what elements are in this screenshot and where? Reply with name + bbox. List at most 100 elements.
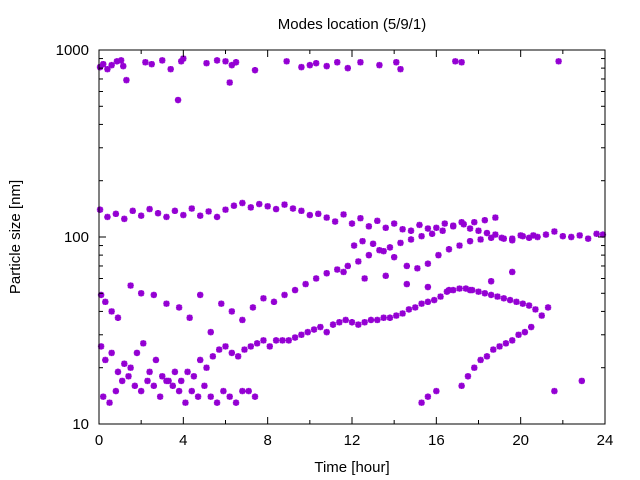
data-point [298,207,305,215]
data-point [399,310,406,317]
data-point [112,387,120,395]
data-point [525,302,533,309]
data-point [317,323,324,331]
data-point [251,393,259,400]
data-point [534,233,541,241]
data-point [481,216,489,224]
data-point [306,211,314,219]
data-point [174,96,182,104]
data-point [159,57,166,64]
data-point [344,262,351,270]
data-point [127,282,134,289]
x-tick-label: 24 [597,432,614,449]
data-point [441,220,448,227]
data-point [355,321,362,328]
data-point [133,349,141,357]
data-point [159,373,166,380]
data-point [291,286,299,294]
data-point [374,316,381,324]
data-point [380,247,387,255]
data-point [393,59,400,66]
data-point [264,203,271,210]
data-point [232,399,240,406]
data-point [350,242,358,249]
data-point [140,340,147,347]
data-point [551,387,558,395]
data-point [386,244,394,251]
data-point [342,316,349,324]
data-point [456,242,463,249]
data-point [329,321,337,328]
data-point [283,58,290,65]
data-point [197,291,204,299]
data-point [239,316,246,324]
data-point [334,266,341,273]
data-point [108,61,115,69]
data-point [528,323,535,331]
data-point [450,286,457,294]
data-point [418,399,425,406]
data-point [96,63,104,71]
data-point [412,304,419,311]
data-point [188,387,195,395]
tick-labels: 0 4 8 12 16 20 24 10 100 1000 [56,42,614,449]
data-point [186,314,193,321]
data-point [270,298,278,306]
y-tick-label: 10 [72,416,89,433]
data-point [359,237,366,245]
data-point [215,346,223,353]
data-point [97,291,105,299]
data-point [376,61,383,69]
data-point [207,393,214,400]
x-tick-label: 4 [179,432,187,449]
data-point [357,215,364,222]
data-points [96,55,607,406]
data-point [593,230,600,238]
data-point [483,353,491,360]
data-point [418,232,425,240]
data-point [490,346,497,353]
data-point [184,368,191,376]
data-point [468,286,476,294]
data-point [340,268,347,276]
data-point [298,331,305,338]
data-point [492,214,499,221]
data-point [496,343,503,350]
data-point [256,200,263,208]
data-point [298,63,305,71]
data-point [154,210,162,217]
data-point [137,387,145,395]
data-point [125,373,132,380]
data-point [462,285,470,292]
data-point [584,235,592,242]
data-point [551,228,558,235]
data-point [150,291,158,299]
data-point [334,59,341,66]
data-point [117,57,125,64]
data-point [357,59,364,66]
data-point [439,227,446,234]
data-point [209,353,217,360]
data-point [494,293,501,300]
data-point [390,253,398,261]
data-point [487,234,495,242]
data-point [336,319,343,326]
data-point [175,304,183,311]
data-point [348,319,356,326]
data-point [369,240,377,247]
data-point [190,373,198,380]
data-point [182,399,189,406]
data-point [222,343,229,350]
data-point [466,225,474,232]
data-point [458,59,465,66]
data-point [365,223,373,230]
x-tick-label: 8 [263,432,271,449]
data-point [247,343,254,350]
data-point [234,353,242,360]
data-point [306,61,314,69]
data-point [144,377,151,385]
data-point [492,231,499,238]
data-point [315,210,322,218]
data-point [197,212,204,219]
data-point [361,319,368,326]
